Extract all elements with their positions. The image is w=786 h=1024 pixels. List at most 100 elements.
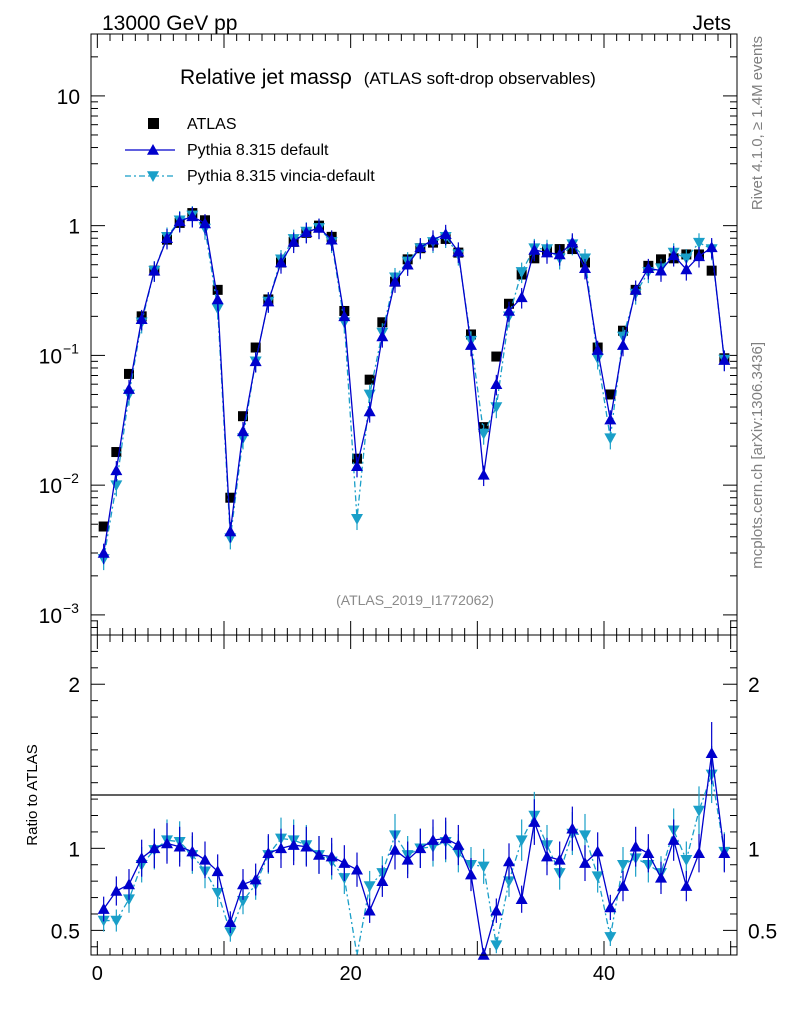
series-marker	[97, 546, 110, 558]
ratio-marker	[667, 834, 680, 845]
series-marker	[477, 468, 490, 480]
ratio-marker	[224, 916, 237, 927]
ratio-marker	[199, 853, 211, 865]
ratio-marker	[389, 843, 401, 855]
series-marker	[123, 383, 135, 394]
ratio-panel: 0 20 40 2 2 1 1 0.5 0.5 Ratio to ATLAS	[24, 634, 777, 985]
series-marker	[705, 241, 718, 253]
ratio-marker	[655, 871, 667, 883]
ratio-marker	[427, 834, 439, 845]
ratio-marker	[363, 904, 376, 916]
ratio-marker	[452, 839, 465, 850]
series-marker	[591, 344, 604, 355]
y-tick-exponent: −3	[63, 600, 79, 616]
legend-atlas-marker	[148, 118, 159, 129]
series-marker	[135, 313, 148, 325]
series-marker	[655, 264, 667, 276]
atlas-marker	[250, 342, 261, 353]
ratio-marker	[553, 853, 566, 865]
ratio-marker	[123, 878, 135, 890]
series-marker	[376, 330, 389, 342]
ratio-marker	[705, 747, 718, 758]
ratio-marker	[490, 904, 503, 916]
ratio-marker	[591, 871, 604, 883]
rivet-version-label: Rivet 4.1.0, ≥ 1.4M events	[749, 36, 766, 210]
ratio-marker	[515, 835, 528, 847]
ratio-marker	[642, 847, 655, 859]
atlas-marker	[238, 411, 248, 422]
legend: ATLAS Pythia 8.315 default Pythia 8.315 vi…	[125, 116, 375, 185]
series-marker	[237, 425, 249, 437]
series-marker	[199, 217, 211, 229]
ratio-axis-label: Ratio to ATLAS	[24, 744, 41, 845]
series-marker	[275, 256, 287, 268]
ratio-marker	[693, 805, 705, 817]
series-marker	[173, 215, 186, 227]
atlas-marker	[377, 317, 388, 328]
ratio-marker	[135, 852, 148, 863]
y-tick-label: 10	[39, 605, 62, 628]
ratio-marker	[262, 847, 275, 859]
ratio-marker	[249, 873, 262, 885]
ratio-frame	[90, 634, 738, 956]
ratio-marker	[186, 845, 199, 857]
atlas-marker	[605, 389, 616, 400]
legend-vincia-marker	[147, 171, 159, 182]
ratio-marker	[718, 847, 731, 859]
ratio-marker	[680, 855, 693, 866]
y-tick-exponent: −1	[63, 340, 79, 356]
atlas-marker	[98, 521, 109, 532]
ratio-marker	[693, 847, 705, 859]
series-marker	[363, 405, 376, 417]
ratio-marker	[617, 880, 629, 891]
ratio-marker	[604, 901, 617, 913]
ratio-marker	[237, 878, 249, 890]
ratio-marker	[579, 857, 591, 868]
main-data-layer	[97, 206, 731, 571]
ratio-marker	[566, 822, 579, 834]
ratio-marker	[313, 848, 325, 860]
plot-title-main: Relative jet massρ	[180, 66, 352, 89]
series-marker	[541, 246, 553, 258]
ratio-marker	[477, 949, 490, 960]
series-marker	[325, 233, 338, 245]
ratio-marker	[579, 830, 591, 842]
ratio-marker	[617, 859, 629, 871]
ratio-marker	[211, 887, 224, 899]
legend-default-marker	[147, 144, 159, 155]
y-tick-label: 10	[57, 86, 80, 109]
ratio-marker	[363, 881, 376, 893]
series-marker	[351, 514, 363, 525]
series-marker	[604, 413, 617, 425]
series-marker	[553, 248, 566, 260]
x-tick-label: 0	[92, 963, 103, 985]
series-marker	[224, 525, 237, 537]
series-marker	[629, 283, 642, 295]
mcplots-label: mcplots.cern.ch [arXiv:1306.3436]	[749, 342, 766, 569]
series-marker	[351, 460, 363, 471]
series-marker	[680, 253, 693, 265]
series-marker	[161, 232, 173, 244]
series-marker	[452, 245, 465, 257]
ratio-marker	[376, 875, 389, 886]
ratio-y-tick-label: 1	[68, 838, 80, 861]
series-marker	[515, 267, 528, 278]
x-tick-label: 40	[593, 963, 615, 985]
ratio-marker	[503, 855, 515, 867]
ratio-marker	[148, 842, 161, 854]
ratio-marker	[477, 861, 490, 873]
ratio-marker	[680, 880, 693, 891]
ratio-marker	[110, 915, 123, 927]
series-marker	[300, 226, 313, 238]
ratio-marker	[503, 876, 515, 888]
series-marker	[389, 275, 401, 287]
series-marker	[110, 464, 123, 476]
series-marker	[515, 291, 528, 303]
series-marker	[363, 389, 376, 401]
y-tick-label: 10	[39, 345, 62, 368]
legend-vincia-label: Pythia 8.315 vincia-default	[187, 168, 375, 185]
series-marker	[642, 262, 655, 273]
atlas-marker	[124, 368, 134, 379]
